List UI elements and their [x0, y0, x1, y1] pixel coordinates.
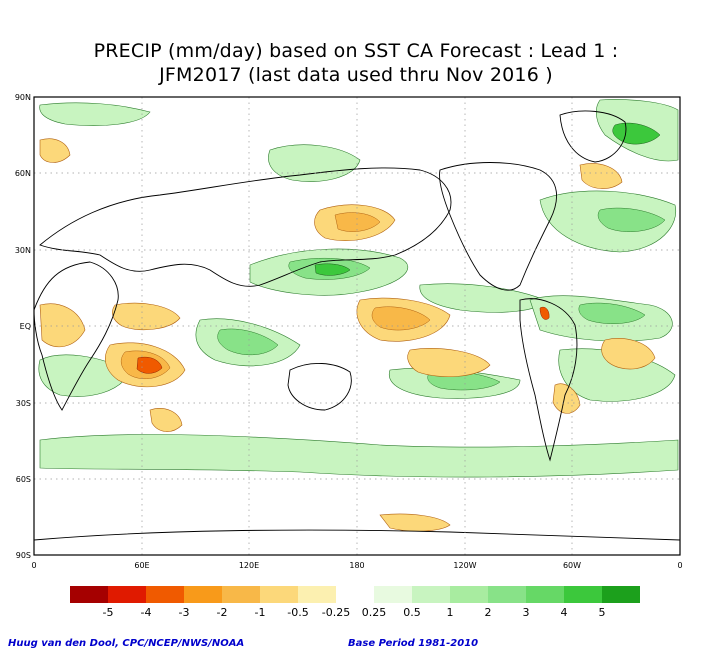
colorbar-swatch	[108, 586, 146, 603]
coast-greenland	[559, 110, 627, 163]
lon-label-180: 180	[349, 561, 364, 570]
lon-label-60e: 60E	[134, 561, 149, 570]
lat-label-60n: 60N	[15, 169, 31, 178]
longitude-labels: 0 60E 120E 180 120W 60W 0	[31, 561, 682, 570]
strong-wet-pacific	[314, 263, 351, 276]
coast-antarctica	[34, 529, 680, 541]
dry-core-north-pacific	[334, 212, 381, 232]
colorbar-tick-label: 2	[485, 606, 492, 619]
lon-label-60w: 60W	[563, 561, 581, 570]
coast-australia	[287, 362, 352, 411]
colorbar-swatch	[526, 586, 564, 603]
colorbar-swatch	[298, 586, 336, 603]
colorbar-tick-label: 5	[599, 606, 606, 619]
lon-label-120e: 120E	[239, 561, 259, 570]
lat-label-90s: 90S	[16, 551, 31, 560]
colorbar-swatch	[260, 586, 298, 603]
colorbar-tick-label: -0.5	[287, 606, 308, 619]
strong-dry-central-america	[539, 306, 550, 320]
colorbar-tick-label: 1	[447, 606, 454, 619]
colorbar-swatch	[602, 586, 640, 603]
wet-area-central-pacific	[419, 283, 546, 313]
coast-north-america	[439, 162, 557, 291]
base-period: Base Period 1981-2010	[348, 638, 479, 649]
colorbar-swatch	[222, 586, 260, 603]
dry-area-africa	[39, 303, 86, 348]
dry-area-south-america	[552, 383, 581, 414]
wet-area-southern-ocean	[39, 434, 679, 478]
lon-label-0-right: 0	[677, 561, 682, 570]
colorbar-swatch	[374, 586, 412, 603]
colorbar-tick-label: -3	[179, 606, 190, 619]
coast-africa	[34, 261, 119, 411]
colorbar-tick-label: -1	[255, 606, 266, 619]
wet-core-north-atlantic	[597, 207, 666, 232]
colorbar-swatch	[564, 586, 602, 603]
colorbar-tick-label: -5	[103, 606, 114, 619]
coast-south-america	[519, 298, 578, 462]
map-title-line-2: JFM2017 (last data used thru Nov 2016 )	[159, 64, 553, 86]
wet-core-atlantic	[578, 302, 646, 324]
strong-dry-indian	[136, 356, 163, 374]
colorbar-tick-label: 0.25	[362, 606, 387, 619]
colorbar-labels: -5 -4 -3 -2 -1 -0.5 -0.25 0.25 0.5 1 2 3 4 5	[103, 606, 606, 619]
colorbar-swatch	[336, 586, 374, 603]
latitude-labels: 90N 60N 30N EQ 30S 60S 90S	[15, 93, 31, 560]
colorbar-swatch	[450, 586, 488, 603]
author-credit: Huug van den Dool, CPC/NCEP/NWS/NOAA	[8, 638, 245, 649]
colorbar-swatch	[412, 586, 450, 603]
dry-area-south-central-pacific	[407, 348, 491, 377]
lat-label-eq: EQ	[20, 322, 31, 331]
lat-label-30s: 30S	[16, 399, 31, 408]
lon-label-120w: 120W	[453, 561, 476, 570]
lat-label-90n: 90N	[15, 93, 31, 102]
precip-anomaly-field	[34, 97, 680, 555]
map-frame	[33, 96, 681, 556]
strong-dry-cores	[136, 306, 550, 374]
dry-core-pacific	[371, 306, 431, 331]
colorbar-swatch	[70, 586, 108, 603]
colorbar-swatch	[184, 586, 222, 603]
colorbar-tick-label: 3	[523, 606, 530, 619]
colorbar-tick-label: -0.25	[322, 606, 350, 619]
dry-area-europe	[579, 163, 623, 189]
wet-area-siberia	[268, 144, 361, 182]
dry-area-antarctic	[379, 513, 451, 532]
colorbar	[70, 586, 640, 603]
colorbar-tick-label: 4	[561, 606, 568, 619]
coastlines	[34, 110, 680, 541]
colorbar-swatch	[146, 586, 184, 603]
lat-label-60s: 60S	[16, 475, 31, 484]
dry-area-northwest	[39, 138, 71, 163]
colorbar-tick-label: -4	[141, 606, 152, 619]
lon-label-0-left: 0	[31, 561, 36, 570]
coast-eurasia	[39, 167, 452, 287]
colorbar-tick-label: -2	[217, 606, 228, 619]
map-title-line-1: PRECIP (mm/day) based on SST CA Forecast…	[93, 40, 619, 62]
wet-area-arctic	[39, 102, 151, 126]
colorbar-tick-label: 0.5	[403, 606, 421, 619]
wet-core-indonesia	[217, 328, 279, 356]
dry-area-south-indian	[149, 408, 183, 432]
colorbar-swatch	[488, 586, 526, 603]
lat-label-30n: 30N	[15, 246, 31, 255]
dry-area-south-atlantic	[601, 338, 656, 370]
